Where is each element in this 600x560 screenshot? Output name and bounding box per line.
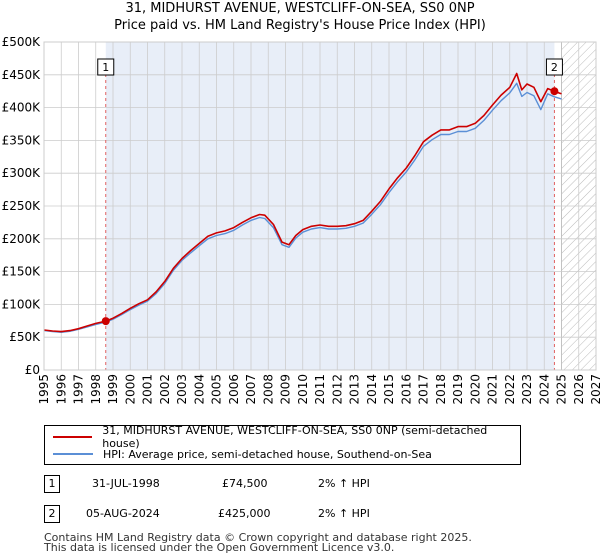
x-tick-label: 2022	[503, 374, 517, 405]
x-tick-label: 2005	[210, 374, 224, 405]
x-tick-label: 2001	[141, 374, 155, 405]
chart-subtitle: Price paid vs. HM Land Registry's House …	[114, 18, 486, 33]
x-tick-label: 2012	[330, 374, 344, 405]
y-tick-label: £400K	[2, 101, 42, 115]
y-tick-label: £50K	[9, 330, 41, 344]
x-tick-label: 2025	[555, 374, 569, 405]
sale-date: 05-AUG-2024	[86, 507, 160, 520]
x-tick-label: 2024	[537, 374, 551, 405]
x-tick-label: 2023	[520, 374, 534, 405]
sale-point	[101, 317, 110, 326]
x-tick-label: 2015	[382, 374, 396, 405]
x-tick-label: 2018	[434, 374, 448, 405]
sale-date: 31-JUL-1998	[92, 477, 160, 490]
x-tick-label: 2002	[158, 374, 172, 405]
sale-hpi-change: 2% ↑ HPI	[318, 507, 370, 520]
x-tick-label: 2013	[348, 374, 362, 405]
y-tick-label: £0	[25, 363, 40, 377]
sale-price: £425,000	[218, 507, 271, 520]
x-tick-label: 2011	[313, 374, 327, 405]
y-tick-label: £350K	[2, 133, 42, 147]
property-line-swatch	[53, 436, 93, 438]
x-tick-label: 2014	[365, 374, 379, 405]
x-tick-label: 1996	[54, 374, 68, 405]
footer-copyright: Contains HM Land Registry data © Crown c…	[44, 531, 472, 544]
x-tick-label: 2010	[296, 374, 310, 405]
sale-badge: 2	[44, 505, 60, 523]
x-tick-label: 2006	[227, 374, 241, 405]
y-tick-label: £450K	[2, 68, 42, 82]
sale-point	[550, 87, 559, 96]
x-tick-label: 1998	[89, 374, 103, 405]
sale-price: £74,500	[222, 477, 268, 490]
legend-item-hpi: HPI: Average price, semi-detached house,…	[53, 446, 432, 462]
sale-hpi-change: 2% ↑ HPI	[318, 477, 370, 490]
property-series-line	[44, 72, 562, 333]
legend-hpi-label: HPI: Average price, semi-detached house,…	[103, 447, 432, 461]
x-tick-label: 2020	[468, 374, 482, 405]
legend: 31, MIDHURST AVENUE, WESTCLIFF-ON-SEA, S…	[44, 424, 521, 465]
sale-marker-box	[97, 58, 115, 76]
y-tick-label: £300K	[2, 166, 42, 180]
x-tick-label: 2027	[589, 374, 600, 405]
price-chart: 1 2 £0 £50K £100K £150K £200K £250K £300K £350K £…	[2, 35, 600, 405]
x-tick-label: 2019	[451, 374, 465, 405]
x-tick-label: 2021	[486, 374, 500, 405]
footer-licence: This data is licensed under the Open Gov…	[44, 541, 395, 554]
sale-marker-label: 1	[102, 61, 109, 74]
x-tick-label: 2016	[399, 374, 413, 405]
hpi-series-line	[44, 82, 562, 333]
plot-border	[43, 41, 597, 371]
y-tick-label: £500K	[2, 35, 42, 49]
x-tick-label: 2008	[261, 374, 275, 405]
hpi-line-swatch	[53, 453, 93, 455]
x-tick-label: 2000	[123, 374, 137, 405]
legend-item-property: 31, MIDHURST AVENUE, WESTCLIFF-ON-SEA, S…	[53, 424, 520, 450]
chart-title: 31, MIDHURST AVENUE, WESTCLIFF-ON-SEA, S…	[125, 1, 475, 16]
y-tick-label: £250K	[2, 199, 42, 213]
x-tick-label: 2007	[244, 374, 258, 405]
sale-marker-label: 2	[551, 61, 558, 74]
legend-property-label: 31, MIDHURST AVENUE, WESTCLIFF-ON-SEA, S…	[102, 424, 488, 450]
y-tick-label: £100K	[2, 297, 42, 311]
x-tick-label: 2009	[279, 374, 293, 405]
y-tick-label: £150K	[2, 265, 42, 279]
x-tick-label: 1997	[72, 374, 86, 405]
x-tick-label: 1995	[37, 374, 51, 405]
x-tick-label: 2017	[417, 374, 431, 405]
y-tick-label: £200K	[2, 232, 42, 246]
x-tick-label: 2004	[192, 374, 206, 405]
sale-marker-box	[545, 58, 563, 76]
sale-badge: 1	[44, 475, 60, 493]
x-tick-label: 1999	[106, 374, 120, 405]
x-tick-label: 2026	[572, 374, 586, 405]
x-tick-label: 2003	[175, 374, 189, 405]
